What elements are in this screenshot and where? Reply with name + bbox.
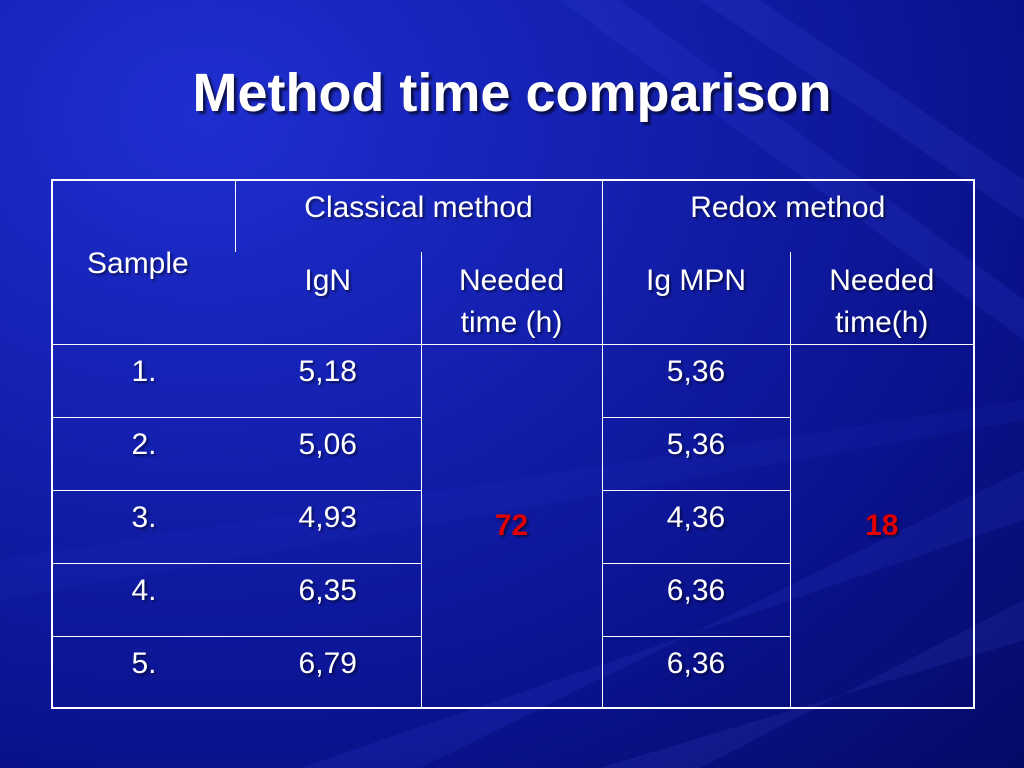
header-ign: IgN xyxy=(235,252,421,345)
table-row: 2. 5,06 5,36 xyxy=(51,417,974,491)
sample-number: 1. xyxy=(51,344,235,418)
sample-number: 4. xyxy=(51,563,235,637)
header-redox-needed-time-line2: time(h) xyxy=(835,306,929,339)
table-row: 5. 6,79 6,36 xyxy=(51,636,974,708)
sample-number: 2. xyxy=(51,417,235,491)
header-classical-method: Classical method xyxy=(234,179,603,252)
ign-value: 6,79 xyxy=(235,636,422,708)
comparison-table: Sample Classical method Redox method IgN… xyxy=(51,179,975,709)
lg-mpn-value: 4,36 xyxy=(601,490,791,564)
header-redox-needed-time-line1: Needed xyxy=(829,264,935,297)
header-classical-needed-time-line2: time (h) xyxy=(460,306,563,339)
lg-mpn-value: 5,36 xyxy=(601,417,791,491)
header-lg-mpn: Ig MPN xyxy=(601,252,791,345)
slide-title: Method time comparison xyxy=(192,63,832,123)
table-row: 1. 5,18 72 5,36 18 xyxy=(51,344,975,708)
header-row-groups: Sample Classical method Redox method xyxy=(51,179,975,345)
sample-number: 5. xyxy=(51,636,235,708)
header-redox-method: Redox method xyxy=(601,179,975,252)
header-classical-needed-time-line1: Needed xyxy=(458,264,565,297)
sample-number: 3. xyxy=(51,490,235,564)
header-classical-needed-time: Needed time (h) xyxy=(420,252,603,345)
ign-value: 6,35 xyxy=(235,563,422,637)
header-row-sub: IgN Needed time (h) Ig MPN Needed time(h… xyxy=(52,252,975,345)
redox-needed-time-value: 18 xyxy=(789,344,975,708)
classical-needed-time-value: 72 xyxy=(420,344,603,708)
lg-mpn-value: 5,36 xyxy=(601,344,791,418)
ign-value: 5,18 xyxy=(235,344,422,418)
header-sample: Sample xyxy=(51,179,235,345)
lg-mpn-value: 6,36 xyxy=(601,563,791,637)
lg-mpn-value: 6,36 xyxy=(601,636,791,708)
table-row: 4. 6,35 6,36 xyxy=(51,563,974,637)
ign-value: 4,93 xyxy=(235,490,422,564)
ign-value: 5,06 xyxy=(235,417,422,491)
table-row: 3. 4,93 4,36 xyxy=(51,490,974,564)
header-redox-needed-time: Needed time(h) xyxy=(789,252,975,345)
